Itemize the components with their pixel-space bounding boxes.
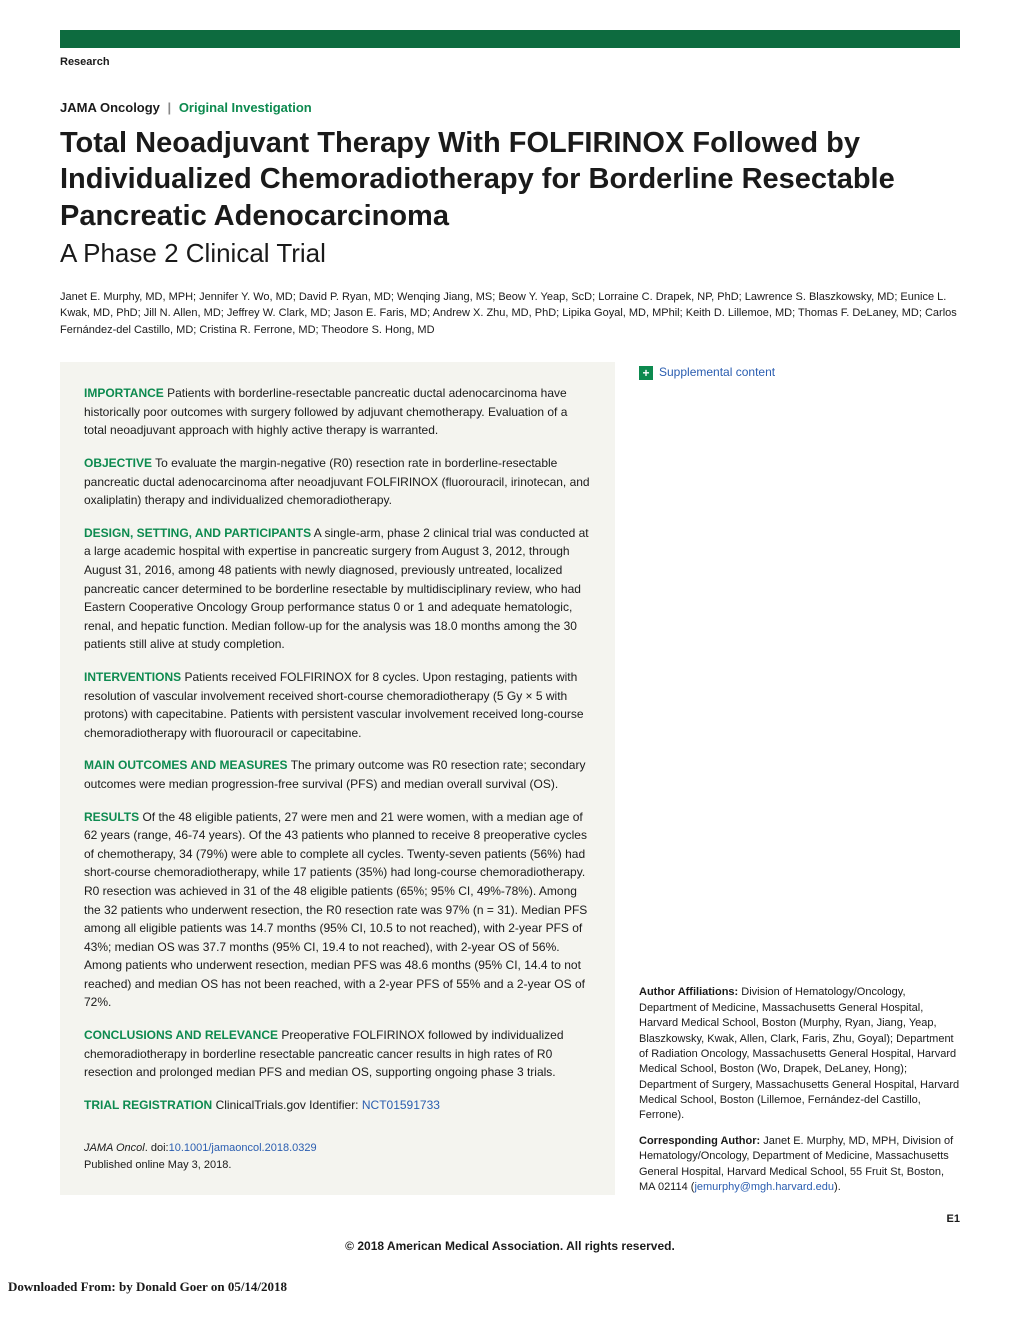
abstract-heading: OBJECTIVE xyxy=(84,456,152,470)
author-affiliations: Author Affiliations: Division of Hematol… xyxy=(639,985,960,1124)
abstract-heading: RESULTS xyxy=(84,810,139,824)
article-type: Original Investigation xyxy=(179,100,312,115)
abstract-text: Of the 48 eligible patients, 27 were men… xyxy=(84,810,587,1010)
journal-cite: JAMA Oncol xyxy=(84,1142,145,1154)
journal-line: JAMA Oncology | Original Investigation xyxy=(60,100,960,115)
abstract-text: ClinicalTrials.gov Identifier: xyxy=(216,1098,362,1112)
article-title: Total Neoadjuvant Therapy With FOLFIRINO… xyxy=(60,125,960,234)
abstract-text: A single-arm, phase 2 clinical trial was… xyxy=(84,526,589,652)
corresponding-email-link[interactable]: jemurphy@mgh.harvard.edu xyxy=(694,1181,834,1193)
corresponding-author: Corresponding Author: Janet E. Murphy, M… xyxy=(639,1134,960,1196)
abstract-outcomes: MAIN OUTCOMES AND MEASURES The primary o… xyxy=(84,756,591,793)
article-subtitle: A Phase 2 Clinical Trial xyxy=(60,238,960,269)
divider: | xyxy=(168,100,172,115)
corresponding-close: ). xyxy=(834,1181,841,1193)
abstract-heading: DESIGN, SETTING, AND PARTICIPANTS xyxy=(84,526,311,540)
download-footer: Downloaded From: by Donald Goer on 05/14… xyxy=(0,1273,1020,1305)
copyright-line: © 2018 American Medical Association. All… xyxy=(60,1239,960,1253)
affiliations-text: Division of Hematology/Oncology, Departm… xyxy=(639,986,959,1121)
doi-label: . doi: xyxy=(145,1142,169,1154)
research-label: Research xyxy=(60,56,960,68)
corresponding-heading: Corresponding Author: xyxy=(639,1135,760,1147)
abstract-objective: OBJECTIVE To evaluate the margin-negativ… xyxy=(84,454,591,510)
abstract-importance: IMPORTANCE Patients with borderline-rese… xyxy=(84,384,591,440)
plus-icon: + xyxy=(639,366,653,380)
author-list: Janet E. Murphy, MD, MPH; Jennifer Y. Wo… xyxy=(60,289,960,339)
abstract-conclusions: CONCLUSIONS AND RELEVANCE Preoperative F… xyxy=(84,1026,591,1082)
abstract-heading: TRIAL REGISTRATION xyxy=(84,1098,212,1112)
abstract-footer: JAMA Oncol. doi:10.1001/jamaoncol.2018.0… xyxy=(84,1140,591,1173)
abstract-heading: IMPORTANCE xyxy=(84,386,164,400)
top-accent-bar xyxy=(60,30,960,48)
sidebar: + Supplemental content Author Affiliatio… xyxy=(639,362,960,1195)
abstract-results: RESULTS Of the 48 eligible patients, 27 … xyxy=(84,808,591,1013)
abstract-box: IMPORTANCE Patients with borderline-rese… xyxy=(60,362,615,1195)
abstract-interventions: INTERVENTIONS Patients received FOLFIRIN… xyxy=(84,668,591,742)
abstract-design: DESIGN, SETTING, AND PARTICIPANTS A sing… xyxy=(84,524,591,654)
doi-link[interactable]: 10.1001/jamaoncol.2018.0329 xyxy=(169,1142,317,1154)
trial-registration-link[interactable]: NCT01591733 xyxy=(362,1098,440,1112)
abstract-heading: MAIN OUTCOMES AND MEASURES xyxy=(84,758,288,772)
affiliations-heading: Author Affiliations: xyxy=(639,986,738,998)
journal-name: JAMA Oncology xyxy=(60,100,160,115)
abstract-trial: TRIAL REGISTRATION ClinicalTrials.gov Id… xyxy=(84,1096,591,1115)
abstract-heading: CONCLUSIONS AND RELEVANCE xyxy=(84,1028,278,1042)
supplemental-content-link[interactable]: + Supplemental content xyxy=(639,364,960,381)
pub-date: Published online May 3, 2018. xyxy=(84,1159,231,1171)
supplemental-label: Supplemental content xyxy=(659,364,775,381)
abstract-text: To evaluate the margin-negative (R0) res… xyxy=(84,456,590,507)
abstract-heading: INTERVENTIONS xyxy=(84,670,181,684)
page-number: E1 xyxy=(60,1213,960,1225)
